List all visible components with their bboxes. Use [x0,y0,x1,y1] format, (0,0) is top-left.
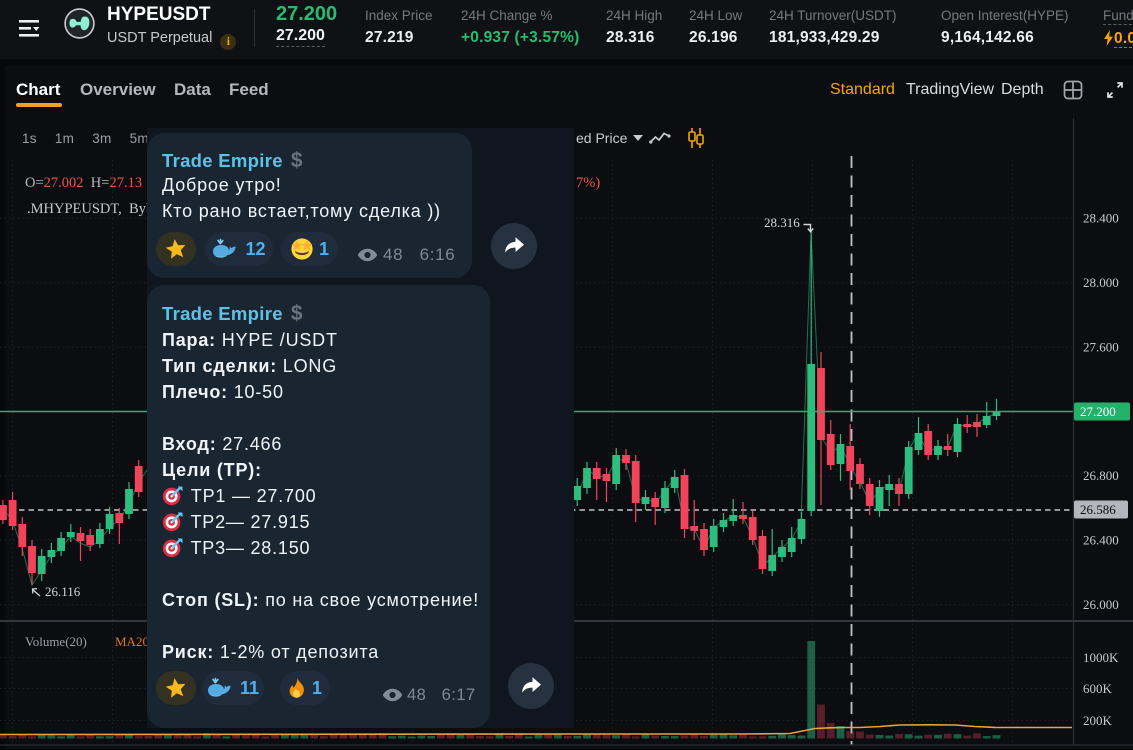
svg-text:26.400: 26.400 [1083,533,1119,548]
svg-text:Volume(20): Volume(20) [25,634,87,649]
svg-text:200K: 200K [1083,713,1113,728]
svg-text:26.000: 26.000 [1083,597,1119,612]
svg-text:26.116: 26.116 [45,584,81,599]
svg-text:26.800: 26.800 [1083,468,1119,483]
svg-text:O=27.002 H=27.13: O=27.002 H=27.13 [25,175,142,191]
svg-text:.MHYPEUSDT, Bybit: .MHYPEUSDT, Bybit [27,201,161,217]
svg-text:26.586: 26.586 [1080,502,1116,517]
svg-text:28.000: 28.000 [1083,275,1119,290]
svg-text:27.600: 27.600 [1083,339,1119,354]
svg-text:27.200: 27.200 [1080,404,1116,419]
svg-text:28.316: 28.316 [764,215,800,230]
svg-text:1000K: 1000K [1083,650,1119,665]
svg-text:7%): 7%) [576,175,600,191]
svg-text:28.400: 28.400 [1083,211,1119,226]
svg-text:600K: 600K [1083,681,1113,696]
